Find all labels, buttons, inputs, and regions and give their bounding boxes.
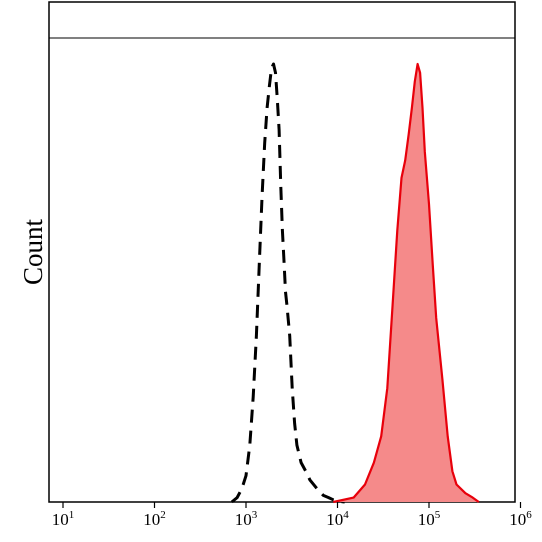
plot-frame: [48, 1, 516, 503]
x-tick-label-3: 104: [326, 509, 349, 529]
x-axis: 101 102 103 104 105 106: [52, 502, 532, 529]
series-layer: [230, 62, 480, 504]
x-tick-label-2: 103: [235, 509, 258, 529]
y-axis-label: Count: [18, 218, 48, 285]
plot-border: [48, 1, 516, 503]
series-0-dashed-line: [230, 62, 345, 504]
x-tick-label-1: 102: [143, 509, 166, 529]
x-tick-label-5: 106: [509, 509, 532, 529]
x-tick-label-4: 105: [418, 509, 441, 529]
series-1-fill: [333, 64, 479, 502]
x-tick-label-0: 101: [52, 509, 75, 529]
series-1-outline: [333, 62, 480, 504]
